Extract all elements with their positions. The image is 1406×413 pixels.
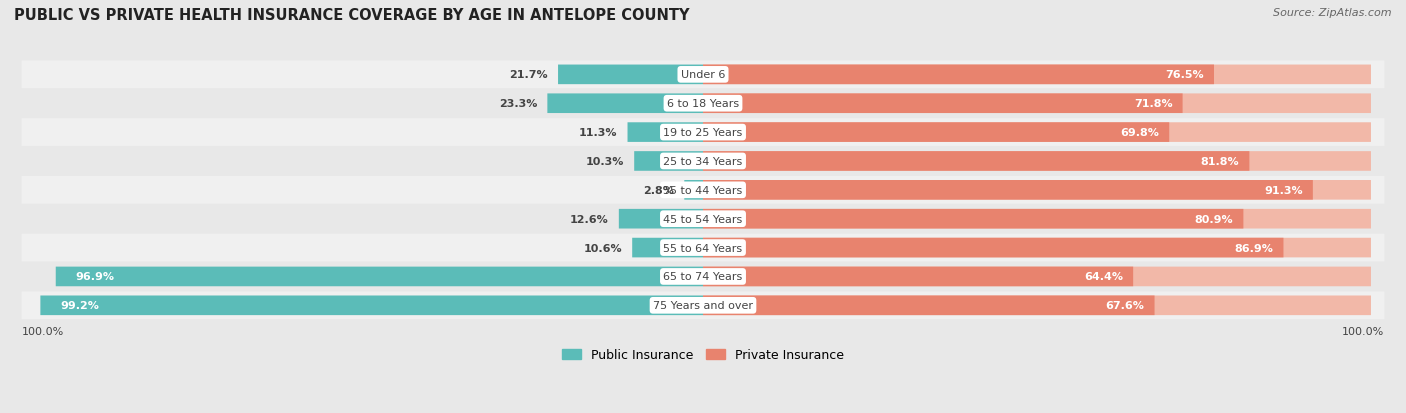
Text: 65 to 74 Years: 65 to 74 Years [664, 272, 742, 282]
Text: 55 to 64 Years: 55 to 64 Years [664, 243, 742, 253]
Text: 11.3%: 11.3% [579, 128, 617, 138]
FancyBboxPatch shape [703, 123, 1371, 142]
Text: 80.9%: 80.9% [1195, 214, 1233, 224]
Text: 67.6%: 67.6% [1105, 301, 1144, 311]
FancyBboxPatch shape [627, 123, 703, 142]
FancyBboxPatch shape [703, 65, 1371, 85]
Text: PUBLIC VS PRIVATE HEALTH INSURANCE COVERAGE BY AGE IN ANTELOPE COUNTY: PUBLIC VS PRIVATE HEALTH INSURANCE COVER… [14, 8, 689, 23]
FancyBboxPatch shape [41, 296, 703, 316]
Text: 6 to 18 Years: 6 to 18 Years [666, 99, 740, 109]
Text: 2.8%: 2.8% [644, 185, 675, 195]
FancyBboxPatch shape [21, 234, 1385, 262]
Text: 96.9%: 96.9% [76, 272, 115, 282]
Text: Under 6: Under 6 [681, 70, 725, 80]
FancyBboxPatch shape [619, 209, 703, 229]
FancyBboxPatch shape [21, 148, 1385, 176]
FancyBboxPatch shape [703, 296, 1371, 316]
Text: 19 to 25 Years: 19 to 25 Years [664, 128, 742, 138]
FancyBboxPatch shape [703, 152, 1371, 171]
Text: 99.2%: 99.2% [60, 301, 100, 311]
Text: 25 to 34 Years: 25 to 34 Years [664, 157, 742, 166]
Text: 69.8%: 69.8% [1121, 128, 1159, 138]
FancyBboxPatch shape [558, 65, 703, 85]
Text: 12.6%: 12.6% [569, 214, 609, 224]
FancyBboxPatch shape [703, 209, 1243, 229]
FancyBboxPatch shape [21, 292, 1385, 319]
Text: 81.8%: 81.8% [1201, 157, 1239, 166]
FancyBboxPatch shape [634, 152, 703, 171]
Text: 75 Years and over: 75 Years and over [652, 301, 754, 311]
FancyBboxPatch shape [21, 263, 1385, 291]
Text: 71.8%: 71.8% [1135, 99, 1173, 109]
FancyBboxPatch shape [633, 238, 703, 258]
Text: 76.5%: 76.5% [1166, 70, 1204, 80]
Text: 45 to 54 Years: 45 to 54 Years [664, 214, 742, 224]
FancyBboxPatch shape [21, 205, 1385, 233]
FancyBboxPatch shape [703, 180, 1371, 200]
FancyBboxPatch shape [703, 296, 1154, 316]
FancyBboxPatch shape [703, 209, 1371, 229]
FancyBboxPatch shape [703, 180, 1313, 200]
FancyBboxPatch shape [21, 62, 1385, 89]
FancyBboxPatch shape [703, 238, 1371, 258]
FancyBboxPatch shape [685, 180, 703, 200]
Legend: Public Insurance, Private Insurance: Public Insurance, Private Insurance [557, 344, 849, 367]
Text: 100.0%: 100.0% [1343, 326, 1385, 336]
FancyBboxPatch shape [547, 94, 703, 114]
FancyBboxPatch shape [21, 176, 1385, 204]
FancyBboxPatch shape [703, 267, 1371, 287]
FancyBboxPatch shape [21, 119, 1385, 147]
FancyBboxPatch shape [703, 94, 1371, 114]
Text: 100.0%: 100.0% [21, 326, 63, 336]
FancyBboxPatch shape [703, 152, 1250, 171]
Text: 64.4%: 64.4% [1084, 272, 1123, 282]
FancyBboxPatch shape [703, 267, 1133, 287]
FancyBboxPatch shape [703, 123, 1170, 142]
FancyBboxPatch shape [21, 90, 1385, 118]
Text: 35 to 44 Years: 35 to 44 Years [664, 185, 742, 195]
FancyBboxPatch shape [56, 267, 703, 287]
Text: 21.7%: 21.7% [509, 70, 548, 80]
FancyBboxPatch shape [703, 94, 1182, 114]
Text: 10.3%: 10.3% [586, 157, 624, 166]
FancyBboxPatch shape [703, 65, 1213, 85]
Text: 91.3%: 91.3% [1264, 185, 1303, 195]
Text: 10.6%: 10.6% [583, 243, 623, 253]
Text: 86.9%: 86.9% [1234, 243, 1274, 253]
Text: 23.3%: 23.3% [499, 99, 537, 109]
Text: Source: ZipAtlas.com: Source: ZipAtlas.com [1274, 8, 1392, 18]
FancyBboxPatch shape [703, 238, 1284, 258]
